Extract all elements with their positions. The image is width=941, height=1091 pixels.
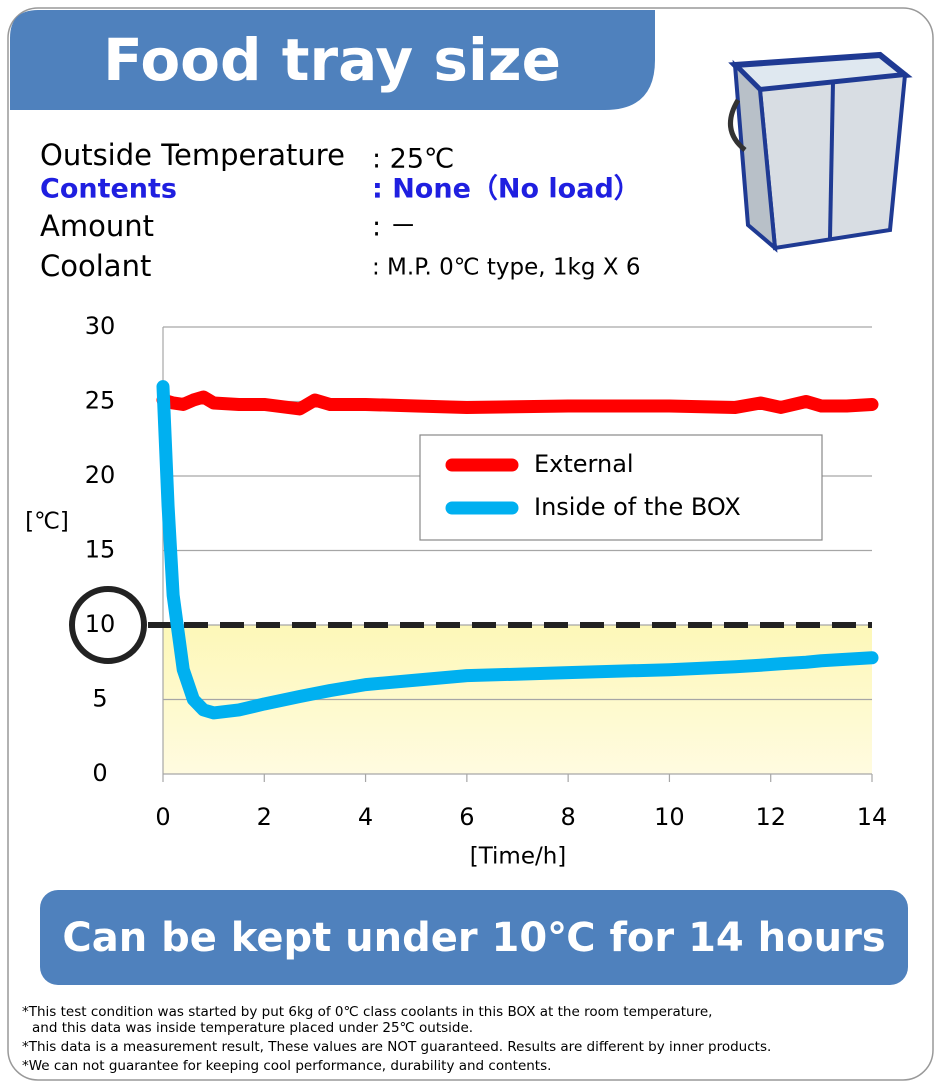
x-tick-label: 4 — [358, 803, 373, 831]
y-tick-label: 25 — [85, 387, 116, 415]
legend-label: Inside of the BOX — [534, 493, 741, 521]
x-axis-label: [Time/h] — [470, 844, 567, 870]
y-tick-label: 0 — [92, 759, 107, 787]
x-tick-label: 8 — [561, 803, 576, 831]
condition-label: Contents — [40, 174, 177, 205]
footnote: and this data was inside temperature pla… — [32, 1020, 473, 1036]
condition-label: Amount — [40, 209, 154, 243]
legend-label: External — [534, 450, 634, 478]
x-tick-label: 14 — [857, 803, 888, 831]
y-axis-label: [℃] — [25, 509, 69, 535]
page: Food tray size Outside Temperature : 25℃ C… — [0, 0, 941, 1087]
x-tick-label: 10 — [654, 803, 685, 831]
condition-label: Outside Temperature — [40, 138, 345, 172]
condition-value: : None（No load） — [372, 174, 641, 205]
footnote: *This data is a measurement result, Thes… — [22, 1039, 771, 1055]
condition-value: : M.P. 0℃ type, 1kg X 6 — [372, 255, 640, 281]
footnote: *We can not guarantee for keeping cool p… — [22, 1058, 551, 1074]
y-tick-label: 20 — [85, 461, 116, 489]
y-tick-label: 5 — [92, 685, 107, 713]
condition-value: : 25℃ — [372, 144, 454, 175]
condition-value: : － — [372, 212, 417, 243]
title: Food tray size — [103, 26, 561, 94]
box-image — [730, 55, 905, 248]
x-tick-label: 2 — [257, 803, 272, 831]
condition-label: Coolant — [40, 249, 151, 283]
y-tick-label: 30 — [85, 312, 116, 340]
banner: Can be kept under 10℃ for 14 hours — [62, 915, 885, 961]
footnote: *This test condition was started by put … — [22, 1004, 712, 1020]
y-tick-label: 15 — [85, 536, 116, 564]
x-tick-label: 0 — [155, 803, 170, 831]
x-tick-label: 6 — [459, 803, 474, 831]
y-tick-label: 10 — [85, 610, 116, 638]
x-tick-label: 12 — [755, 803, 786, 831]
